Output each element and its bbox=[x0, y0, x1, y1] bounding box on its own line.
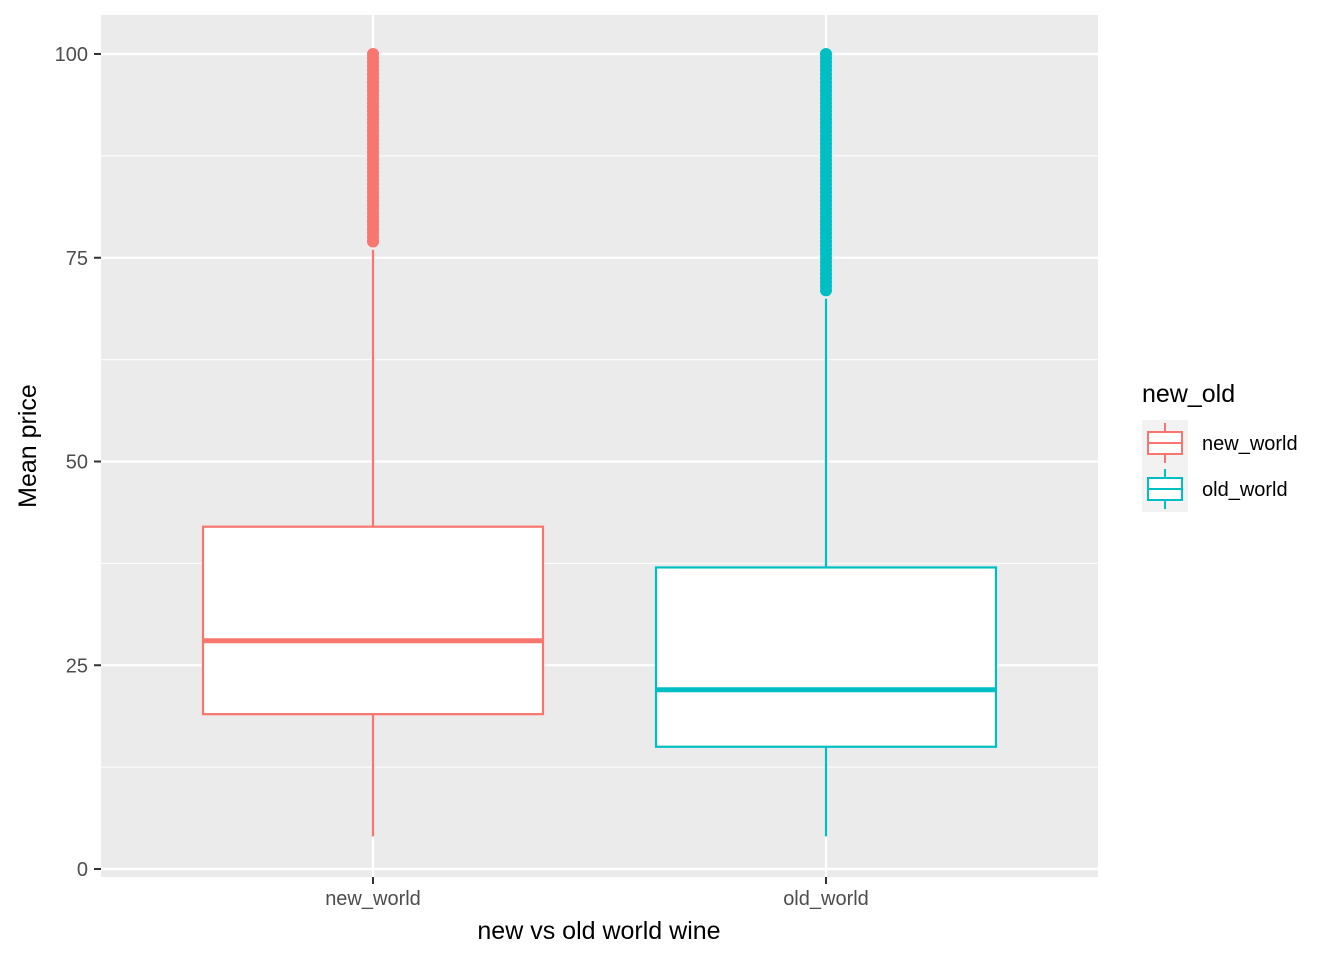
legend-key-old_world: old_world bbox=[1142, 466, 1288, 512]
y-tick-label: 50 bbox=[66, 452, 88, 474]
axes: 0 25 50 75 100 new_world old_world bbox=[55, 44, 869, 910]
outlier-point bbox=[820, 48, 832, 60]
x-tick-label: new_world bbox=[325, 888, 421, 910]
y-axis-title: Mean price bbox=[14, 384, 42, 508]
boxes bbox=[201, 48, 998, 837]
box-iqr bbox=[654, 566, 998, 748]
outlier-point bbox=[367, 48, 379, 60]
legend-label: new_world bbox=[1202, 433, 1298, 455]
y-tick-label: 25 bbox=[66, 655, 88, 677]
y-tick-label: 75 bbox=[66, 248, 88, 270]
box-iqr bbox=[201, 525, 545, 716]
x-tick-label: old_world bbox=[783, 888, 869, 910]
legend-keys: new_world old_world bbox=[1142, 420, 1298, 512]
y-tick-label: 0 bbox=[77, 859, 88, 881]
y-tick-label: 100 bbox=[55, 44, 88, 66]
x-axis-title: new vs old world wine bbox=[477, 917, 720, 945]
box-old_world bbox=[654, 48, 998, 837]
legend: new_old new_world old_world bbox=[1142, 380, 1298, 512]
legend-title: new_old bbox=[1142, 380, 1235, 408]
legend-key-new_world: new_world bbox=[1142, 420, 1298, 466]
legend-label: old_world bbox=[1202, 479, 1288, 501]
box-new_world bbox=[201, 48, 545, 837]
